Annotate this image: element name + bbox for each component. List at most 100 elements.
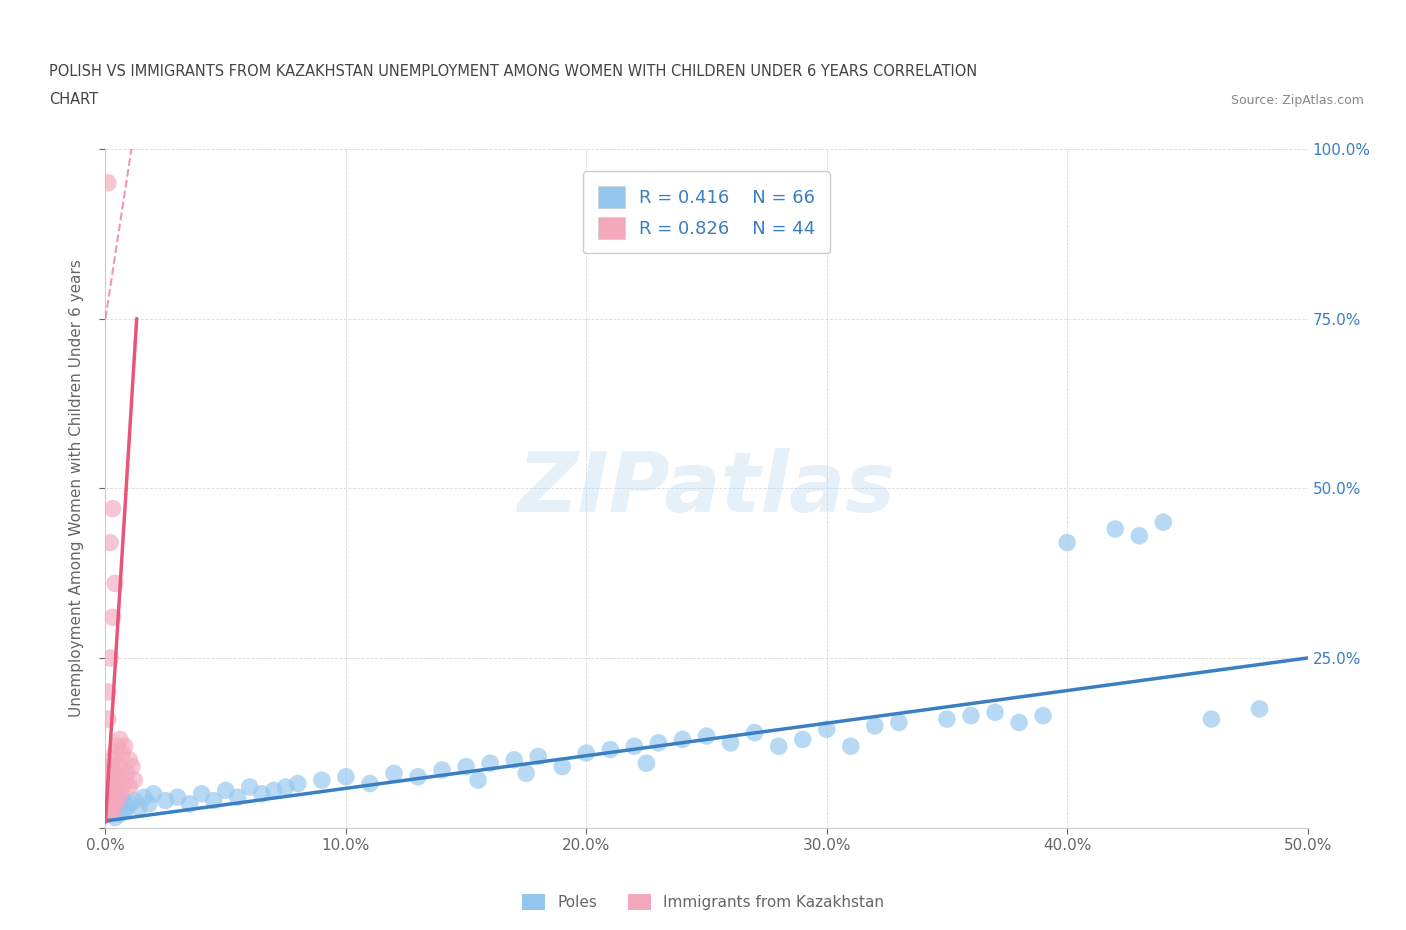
Point [97,684,120,699]
Text: ZIPatlas: ZIPatlas [517,447,896,529]
Point [623,738,645,753]
Point [214,783,236,798]
Legend: Poles, Immigrants from Kazakhstan: Poles, Immigrants from Kazakhstan [515,886,891,918]
Point [190,787,212,802]
Point [1032,709,1054,724]
Text: POLISH VS IMMIGRANTS FROM KAZAKHSTAN UNEMPLOYMENT AMONG WOMEN WITH CHILDREN UNDE: POLISH VS IMMIGRANTS FROM KAZAKHSTAN UNE… [49,64,977,79]
Point [107,769,129,784]
Point [121,759,143,774]
Point [104,759,127,774]
Point [263,783,285,798]
Point [97,806,120,821]
Point [839,738,862,753]
Point [97,787,120,802]
Point [274,779,297,794]
Point [111,779,134,794]
Point [863,719,886,734]
Point [108,787,131,802]
Point [98,800,121,815]
Point [202,793,225,808]
Point [114,804,136,818]
Point [97,779,120,794]
Point [107,738,129,753]
Point [101,752,124,767]
Point [1249,701,1271,716]
Point [114,773,136,788]
Point [138,796,160,811]
Point [503,752,526,767]
Point [104,576,127,591]
Point [111,793,134,808]
Point [960,709,983,724]
Point [124,793,146,808]
Point [107,796,129,811]
Point [104,746,127,761]
Point [599,742,621,757]
Point [108,732,131,747]
Point [118,752,141,767]
Point [101,804,124,818]
Point [155,793,177,808]
Y-axis label: Unemployment Among Women with Children Under 6 years: Unemployment Among Women with Children U… [69,259,84,717]
Point [101,610,124,625]
Point [1201,711,1223,726]
Point [97,806,120,821]
Point [430,763,453,777]
Point [406,769,429,784]
Point [111,746,134,761]
Point [118,796,141,811]
Point [97,793,120,808]
Point [101,763,124,777]
Point [101,501,124,516]
Point [815,722,838,737]
Point [179,796,201,811]
Point [98,759,121,774]
Point [107,793,129,808]
Point [97,800,120,815]
Point [98,806,121,821]
Point [98,793,121,808]
Point [515,766,537,781]
Point [97,711,120,726]
Point [311,773,333,788]
Point [97,766,120,781]
Point [671,732,693,747]
Point [101,790,124,804]
Text: CHART: CHART [49,92,98,107]
Point [98,800,121,815]
Point [98,535,121,550]
Point [744,725,766,740]
Point [984,705,1007,720]
Point [636,756,658,771]
Point [1008,715,1031,730]
Point [467,773,489,788]
Point [792,732,814,747]
Point [575,746,598,761]
Point [239,779,262,794]
Point [551,759,574,774]
Point [250,787,273,802]
Text: Source: ZipAtlas.com: Source: ZipAtlas.com [1230,94,1364,107]
Point [101,804,124,818]
Point [142,787,165,802]
Point [108,759,131,774]
Point [132,790,155,804]
Point [104,779,127,794]
Point [115,766,138,781]
Point [887,715,910,730]
Point [454,759,477,774]
Point [479,756,502,771]
Point [98,783,121,798]
Point [936,711,959,726]
Point [104,810,127,825]
Point [114,738,136,753]
Point [1104,522,1126,537]
Point [696,728,718,743]
Point [382,766,405,781]
Point [98,773,121,788]
Point [97,176,120,191]
Point [118,779,141,794]
Point [98,651,121,666]
Point [104,796,127,811]
Point [115,800,138,815]
